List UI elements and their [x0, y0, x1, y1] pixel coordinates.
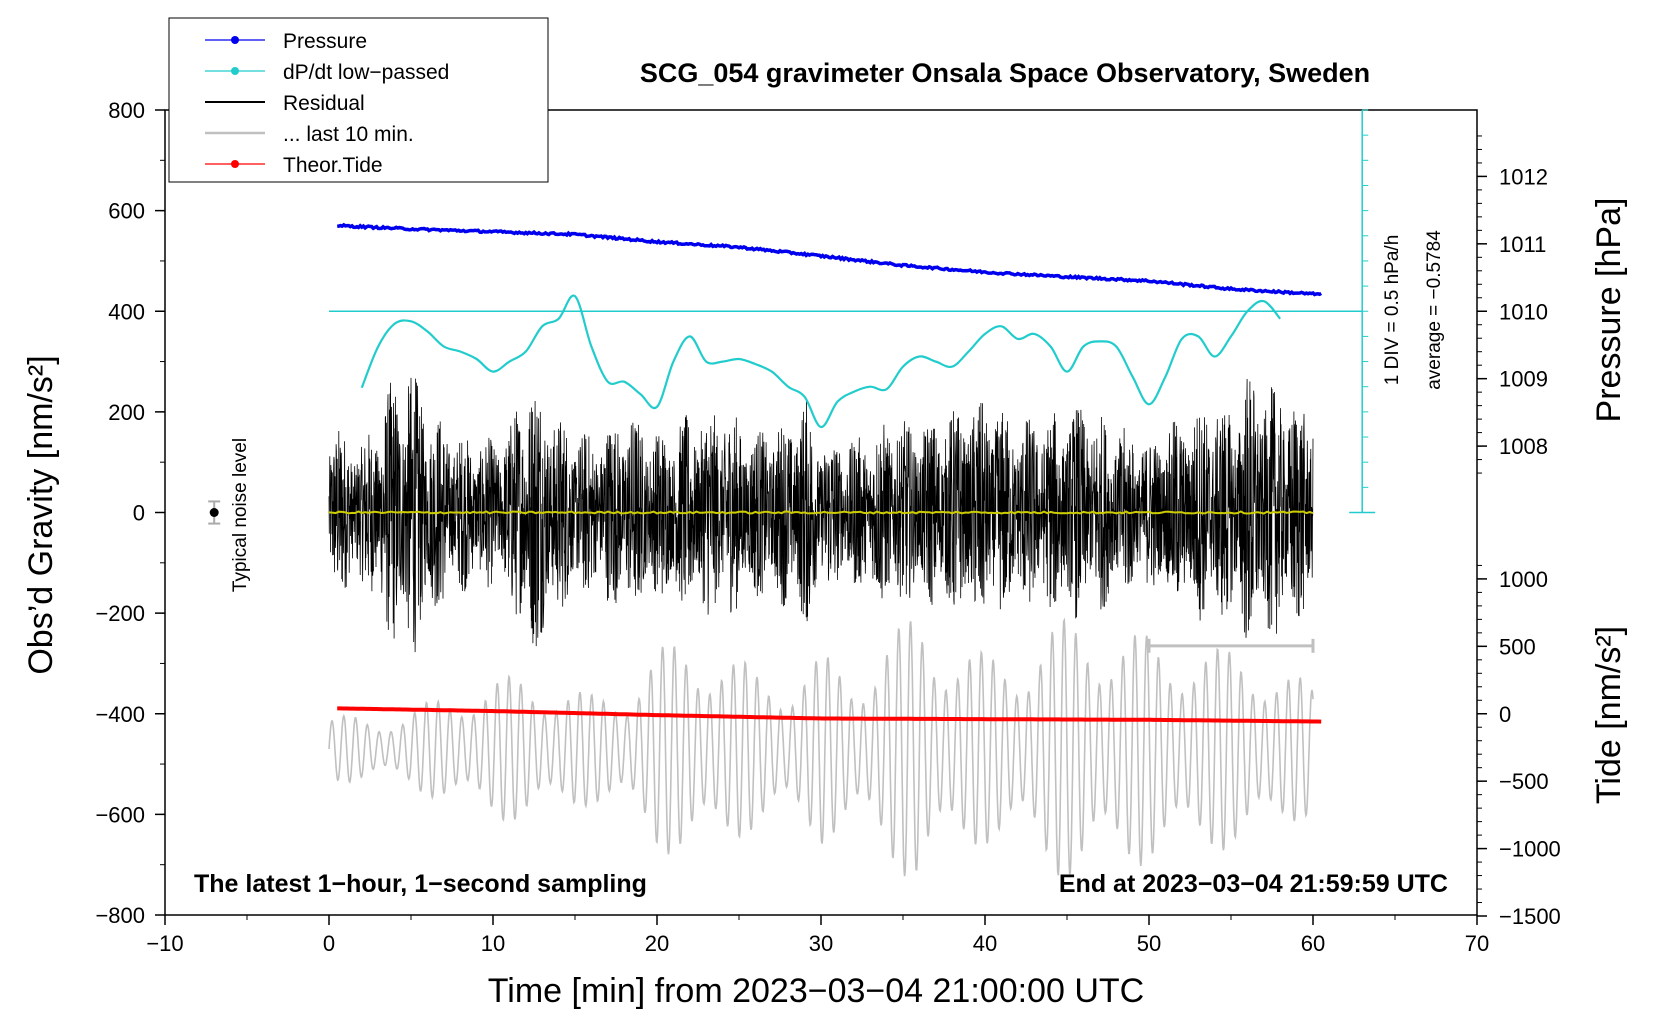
right-axes-layer: 1012 1011 1010 1009 1008 1000 500 0 −500 −1000 −15…: [1477, 135, 1561, 929]
y-tick-label-left: −600: [95, 802, 145, 827]
dpdt-division-label: 1 DIV = 0.5 hPa/h: [1382, 235, 1403, 386]
tide-tick-label: −1000: [1499, 837, 1561, 862]
y-axis-title-pressure: Pressure [hPa]: [1590, 198, 1628, 423]
pressure-tick-label: 1011: [1499, 232, 1546, 257]
annotation-bottom-right: End at 2023−03−04 21:59:59 UTC: [1059, 870, 1448, 898]
y-axis-title-tide: Tide [nm/s²]: [1590, 626, 1628, 804]
tide-tick-label: 0: [1499, 702, 1511, 727]
x-tick-label: 30: [809, 931, 833, 956]
x-tick-label: −10: [146, 931, 183, 956]
chart-title: SCG_054 gravimeter Onsala Space Observat…: [640, 58, 1370, 88]
x-tick-label: 20: [645, 931, 669, 956]
dpdt-average-label: average = −0.5784: [1424, 230, 1445, 390]
pressure-tick-label: 1009: [1499, 367, 1548, 392]
annotation-bottom-left: The latest 1−hour, 1−second sampling: [194, 870, 647, 898]
legend-marker-pressure: [231, 36, 239, 44]
ticks-layer: −10 0 10 20 30 40 50 60 70 800 600 400 200 0 −200 −400 −…: [95, 98, 1489, 956]
dpdt-series-line: [360, 294, 1282, 429]
pressure-series-line: [336, 222, 1323, 297]
pressure-tick-label: 1012: [1499, 164, 1548, 189]
y-axis-title-left: Obs’d Gravity [nm/s²]: [22, 355, 60, 674]
y-tick-label-left: 800: [108, 98, 145, 123]
legend-label-pressure: Pressure: [283, 30, 367, 53]
x-tick-label: 10: [481, 931, 505, 956]
y-tick-label-left: 0: [133, 501, 145, 526]
tide-tick-label: 1000: [1499, 567, 1548, 592]
last10-series-line: [328, 617, 1314, 877]
legend-label-last10: ... last 10 min.: [283, 123, 414, 146]
pressure-tick-label: 1010: [1499, 299, 1548, 324]
legend-label-dpdt: dP/dt low−passed: [283, 61, 449, 84]
pressure-tick-label: 1008: [1499, 434, 1548, 459]
x-tick-label: 60: [1301, 931, 1325, 956]
x-tick-label: 50: [1137, 931, 1161, 956]
legend: Pressure dP/dt low−passed Residual ... l…: [168, 17, 549, 183]
legend-marker-tide: [231, 160, 239, 168]
x-tick-label: 40: [973, 931, 997, 956]
legend-label-residual: Residual: [283, 92, 365, 115]
x-axis-title: Time [min] from 2023−03−04 21:00:00 UTC: [488, 972, 1144, 1010]
tide-series-line: [337, 706, 1322, 724]
residual-series-line: [328, 377, 1314, 653]
y-tick-label-left: −800: [95, 903, 145, 928]
noise-marker-point: [209, 508, 219, 517]
series-layer: [208, 109, 1376, 877]
y-tick-label-left: 600: [108, 199, 145, 224]
tide-tick-label: 500: [1499, 634, 1536, 659]
residual-mean-line: [328, 510, 1314, 515]
legend-box: [168, 17, 549, 183]
y-tick-label-left: 400: [108, 299, 145, 324]
y-tick-label-left: 200: [108, 400, 145, 425]
legend-marker-dpdt: [231, 67, 239, 75]
x-tick-label: 0: [323, 931, 335, 956]
tide-tick-label: −1500: [1499, 904, 1561, 929]
legend-label-tide: Theor.Tide: [283, 154, 383, 177]
y-tick-label-left: −200: [95, 601, 145, 626]
x-tick-label: 70: [1465, 931, 1489, 956]
y-tick-label-left: −400: [95, 702, 145, 727]
tide-tick-label: −500: [1499, 769, 1549, 794]
noise-level-label: Typical noise level: [230, 438, 251, 592]
